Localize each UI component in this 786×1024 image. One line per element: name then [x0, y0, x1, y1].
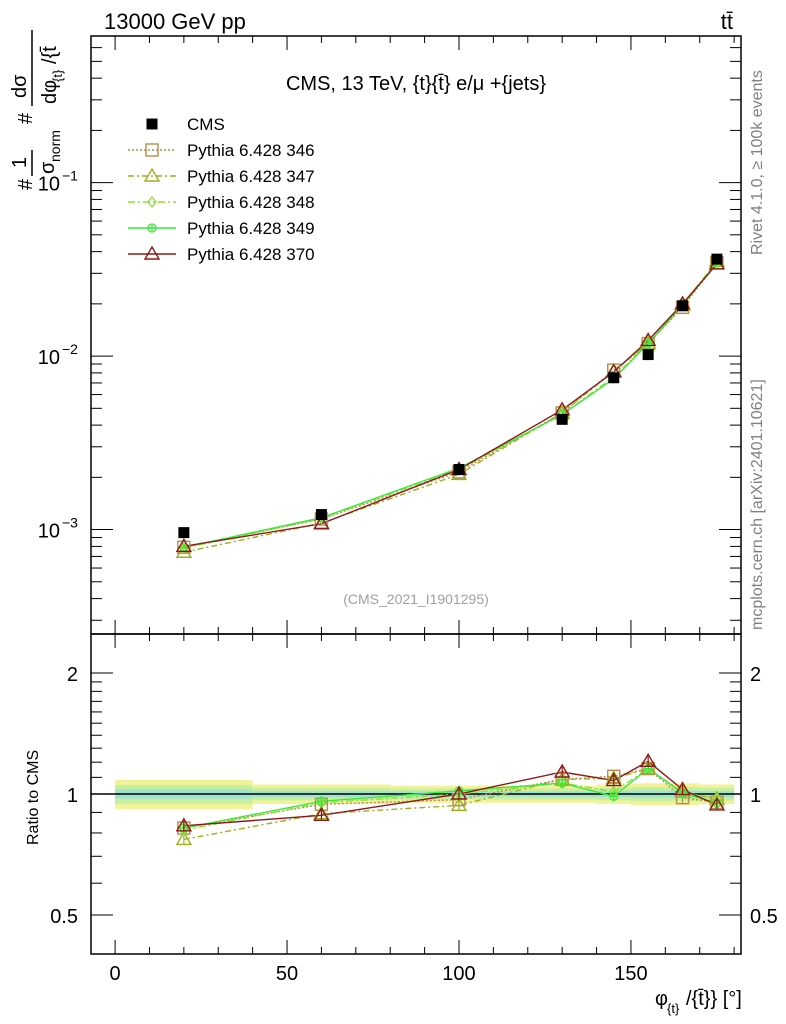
series-point-ratio — [605, 772, 622, 787]
legend-marker-cms — [146, 118, 158, 130]
y-tick-exponent-main: −3 — [62, 515, 78, 531]
data-point — [315, 509, 327, 521]
legend-label: Pythia 6.428 348 — [187, 193, 315, 212]
svg-text:dσ: dσ — [9, 74, 31, 98]
data-point — [178, 527, 190, 539]
legend-label-cms: CMS — [187, 115, 225, 134]
series-point-ratio — [553, 763, 571, 778]
series-point-ratio — [674, 781, 691, 796]
y-tick-label-main: 10 — [38, 521, 60, 543]
y-axis-label-ratio: Ratio to CMS — [25, 750, 42, 845]
series-point-ratio — [450, 796, 468, 812]
series-point-main — [313, 515, 330, 530]
svg-text:{t}: {t} — [667, 1001, 680, 1016]
y-tick-label-ratio-right: 2 — [750, 664, 761, 686]
y-tick-exponent-main: −1 — [62, 168, 78, 184]
legend-label: Pythia 6.428 370 — [187, 245, 315, 264]
y-tick-label-main: 10 — [38, 347, 60, 369]
y-tick-label-main: 10 — [38, 174, 60, 196]
series-point-ratio — [639, 752, 657, 768]
svg-text:/{t̄: /{t̄ — [39, 46, 61, 64]
series-point-ratio — [313, 806, 330, 821]
y-axis-label-main: # 1 σ norm # dσ dφ {t} /{t̄ — [9, 30, 65, 190]
legend-marker — [145, 143, 159, 157]
series-line-ratio-3 — [183, 767, 718, 829]
y-tick-exponent-main: −2 — [62, 341, 78, 357]
series-line-ratio-0 — [183, 767, 718, 829]
data-point — [556, 413, 568, 425]
series-point-ratio — [175, 831, 193, 846]
rivet-label: Rivet 4.1.0, ≥ 100k events — [749, 70, 766, 255]
y-tick-label-ratio-right: 0.5 — [750, 906, 778, 928]
series-point-ratio — [450, 785, 468, 800]
series-line-main-0 — [183, 262, 718, 549]
series-line-main-1 — [183, 260, 718, 553]
collision-label: 13000 GeV pp — [104, 9, 246, 34]
svg-text:#: # — [15, 178, 37, 190]
process-label: tt̄ — [721, 9, 733, 34]
data-point — [608, 372, 620, 384]
y-tick-label-ratio-right: 1 — [750, 785, 761, 807]
series-point-ratio — [609, 791, 619, 801]
svg-text:σ: σ — [37, 161, 59, 174]
series-line-main-3 — [183, 262, 718, 549]
legend-marker — [147, 195, 157, 209]
series-point-main — [175, 537, 193, 553]
svg-text:φ: φ — [655, 988, 668, 1010]
chart-title: CMS, 13 TeV, {t}{t̄} e/μ +{jets} — [286, 73, 546, 95]
legend: CMS Pythia 6.428 346 Pythia 6.428 347 Pythi… — [128, 115, 315, 264]
svg-text:{t}: {t} — [50, 69, 65, 82]
series-point-main — [179, 542, 189, 555]
x-tick-label: 150 — [614, 963, 647, 985]
y-tick-label-ratio: 1 — [67, 785, 78, 807]
series-point-ratio — [557, 778, 567, 788]
mcplots-label: mcplots.cern.ch [arXiv:2401.10621] — [749, 379, 766, 630]
legend-label: Pythia 6.428 349 — [187, 219, 315, 238]
data-point — [711, 253, 723, 265]
series-point-ratio — [708, 796, 726, 811]
x-tick-label: 100 — [442, 963, 475, 985]
data-point — [453, 463, 465, 475]
svg-text:#: # — [15, 112, 37, 124]
series-point-ratio — [175, 817, 193, 832]
series-line-ratio-4 — [183, 760, 718, 827]
y-tick-label-ratio: 0.5 — [50, 906, 78, 928]
legend-label: Pythia 6.428 347 — [187, 167, 315, 186]
analysis-watermark: (CMS_2021_I1901295) — [343, 591, 489, 607]
series-point-main — [639, 332, 657, 347]
series-point-main — [643, 338, 653, 349]
x-tick-label: 50 — [276, 963, 298, 985]
series-point-ratio — [316, 796, 327, 806]
series-line-main-4 — [183, 263, 718, 548]
legend-marker — [143, 245, 161, 260]
data-point — [642, 349, 654, 361]
y-tick-label-ratio: 2 — [67, 664, 78, 686]
svg-text:dφ: dφ — [39, 80, 61, 104]
legend-label: Pythia 6.428 346 — [187, 141, 315, 160]
legend-marker — [143, 167, 161, 182]
x-tick-label: 0 — [110, 963, 121, 985]
legend-marker — [147, 223, 157, 233]
svg-text:/{t̄}} [°]: /{t̄}} [°] — [686, 988, 742, 1010]
series-line-main-2 — [183, 260, 718, 549]
series-point-main — [643, 337, 653, 350]
svg-text:norm: norm — [47, 130, 63, 162]
data-point — [677, 300, 689, 312]
x-axis-label: φ {t} /{t̄}} [°] — [655, 988, 742, 1016]
svg-text:1: 1 — [9, 157, 31, 168]
